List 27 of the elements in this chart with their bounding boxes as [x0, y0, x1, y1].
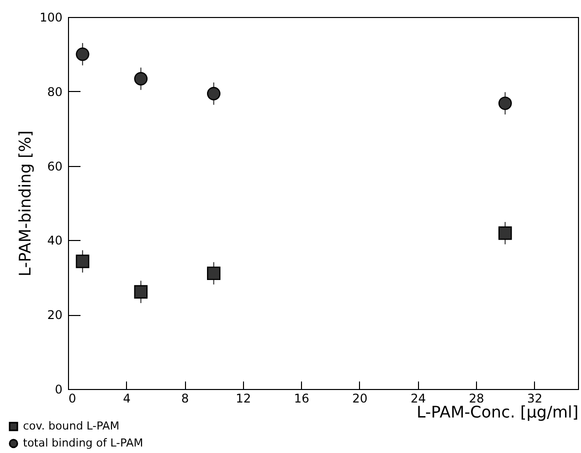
x-tick-label: 24: [410, 392, 426, 406]
point: [206, 266, 220, 280]
y-axis-title: L-PAM-binding [%]: [16, 130, 35, 276]
x-tick-label: 0: [68, 392, 76, 406]
point: [206, 86, 220, 100]
y-tick-label: 100: [40, 10, 62, 24]
x-tick-label: 16: [294, 392, 310, 406]
x-tick-label: 32: [527, 392, 542, 406]
legend-label: cov. bound L-PAM: [23, 420, 120, 432]
x-tick-label: 28: [468, 392, 484, 406]
x-tick-label: 12: [236, 392, 251, 406]
x-tick-label: 8: [181, 392, 189, 406]
y-tick-label: 80: [47, 84, 62, 99]
point: [134, 285, 148, 299]
point: [76, 47, 90, 61]
y-tick-label: 60: [47, 159, 62, 174]
point: [134, 72, 148, 86]
point: [498, 96, 512, 110]
y-tick-label: 20: [47, 308, 62, 322]
point: [76, 254, 90, 268]
legend-label: total binding of L-PAM: [23, 436, 144, 450]
x-tick-label: 20: [352, 392, 368, 406]
point: [498, 226, 512, 240]
x-tick-label: 4: [122, 392, 131, 406]
y-tick-label: 40: [47, 234, 62, 248]
y-tick-label: 0: [54, 382, 62, 396]
x-axis-title: L-PAM-Conc. [µg/ml]: [416, 402, 578, 422]
